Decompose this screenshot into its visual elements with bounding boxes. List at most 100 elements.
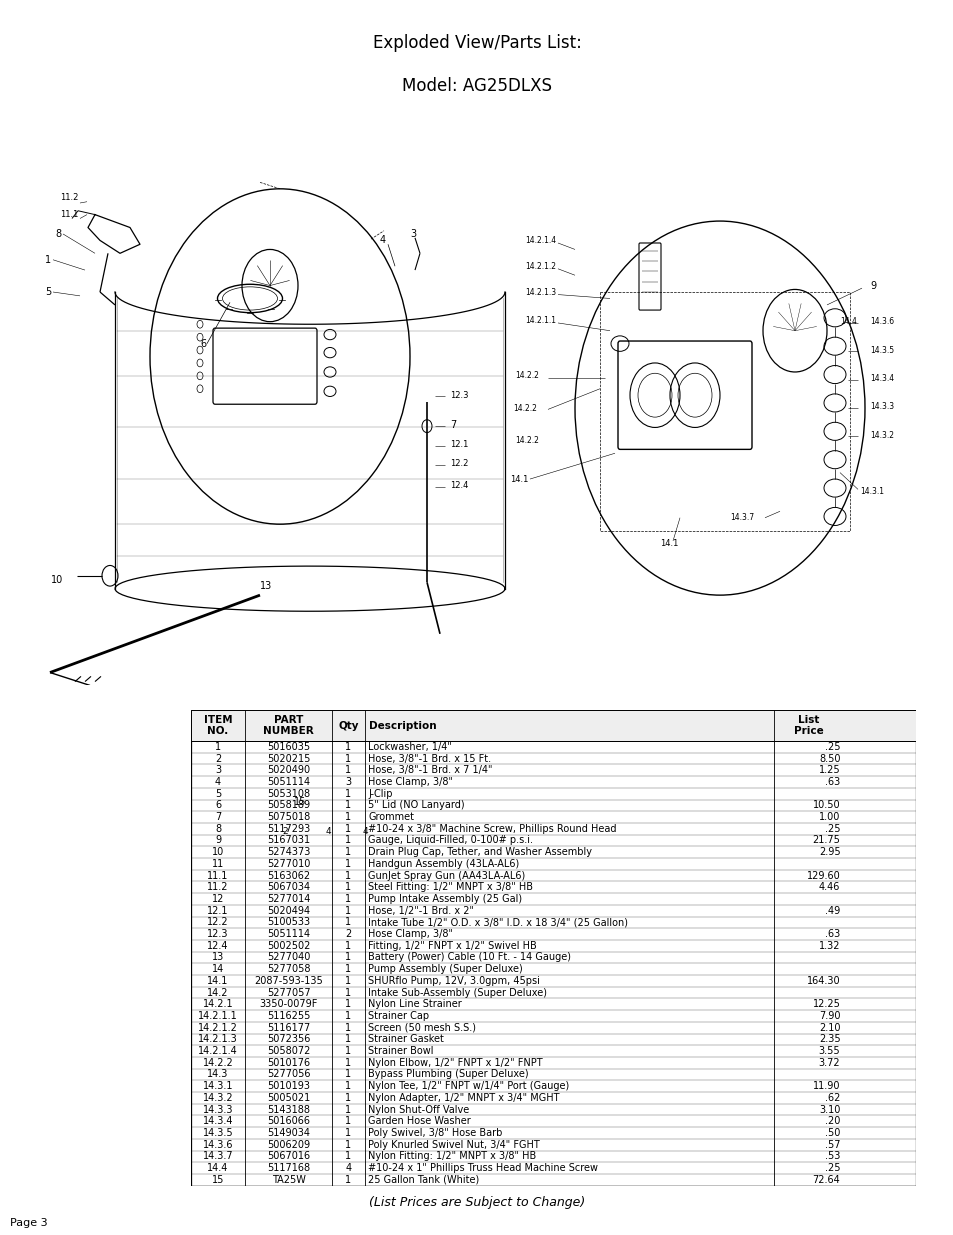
Text: Poly Knurled Swivel Nut, 3/4" FGHT: Poly Knurled Swivel Nut, 3/4" FGHT [368,1140,539,1150]
Text: Garden Hose Washer: Garden Hose Washer [368,1116,471,1126]
Text: 14.3.2: 14.3.2 [869,431,893,440]
Text: 1: 1 [345,1023,352,1032]
Text: 3: 3 [214,766,221,776]
Text: Lockwasher, 1/4": Lockwasher, 1/4" [368,742,452,752]
Text: 10: 10 [212,847,224,857]
Text: #10-24 x 1" Phillips Truss Head Machine Screw: #10-24 x 1" Phillips Truss Head Machine … [368,1163,598,1173]
Text: 11.1: 11.1 [60,210,78,219]
Text: Hose, 3/8"-1 Brd. x 7 1/4": Hose, 3/8"-1 Brd. x 7 1/4" [368,766,493,776]
Text: 1: 1 [345,894,352,904]
Text: Intake Sub-Assembly (Super Deluxe): Intake Sub-Assembly (Super Deluxe) [368,988,547,998]
Text: 1: 1 [345,835,352,846]
Text: 2: 2 [214,753,221,763]
Text: .25: .25 [824,824,840,834]
Text: Bypass Plumbing (Super Deluxe): Bypass Plumbing (Super Deluxe) [368,1070,529,1079]
Text: (List Prices are Subject to Change): (List Prices are Subject to Change) [369,1197,584,1209]
Text: Exploded View/Parts List:: Exploded View/Parts List: [373,33,580,52]
Text: Battery (Power) Cable (10 Ft. - 14 Gauge): Battery (Power) Cable (10 Ft. - 14 Gauge… [368,952,571,962]
Bar [599,291,849,531]
Text: 1: 1 [345,858,352,869]
Text: 14.3: 14.3 [207,1070,229,1079]
Text: 14: 14 [212,965,224,974]
Text: Nylon Fitting: 1/2" MNPT x 3/8" HB: Nylon Fitting: 1/2" MNPT x 3/8" HB [368,1151,537,1161]
Text: 5277014: 5277014 [267,894,310,904]
Text: 6: 6 [200,338,206,348]
Text: 12.25: 12.25 [812,999,840,1009]
Text: 1: 1 [345,905,352,915]
Text: 5067016: 5067016 [267,1151,310,1161]
Text: 1: 1 [345,941,352,951]
Text: Screen (50 mesh S.S.): Screen (50 mesh S.S.) [368,1023,476,1032]
Text: 1: 1 [345,847,352,857]
Text: #10-24 x 3/8" Machine Screw, Phillips Round Head: #10-24 x 3/8" Machine Screw, Phillips Ro… [368,824,617,834]
Text: 5: 5 [214,789,221,799]
Text: 5116177: 5116177 [267,1023,310,1032]
Text: 10: 10 [51,574,63,584]
Text: 2.10: 2.10 [818,1023,840,1032]
Text: 1: 1 [345,1128,352,1137]
Text: Qty: Qty [338,720,358,731]
Bar [191,710,915,741]
Text: Description: Description [369,720,436,731]
Text: 1.25: 1.25 [818,766,840,776]
Text: Intake Tube 1/2" O.D. x 3/8" I.D. x 18 3/4" (25 Gallon): Intake Tube 1/2" O.D. x 3/8" I.D. x 18 3… [368,918,628,927]
Text: 5051114: 5051114 [267,777,310,787]
Text: 14.3.6: 14.3.6 [869,317,893,326]
Text: ITEM
NO.: ITEM NO. [203,715,233,736]
Text: Nylon Adapter, 1/2" MNPT x 3/4" MGHT: Nylon Adapter, 1/2" MNPT x 3/4" MGHT [368,1093,559,1103]
Text: 14.3.3: 14.3.3 [869,403,893,411]
Text: 1: 1 [345,742,352,752]
Text: 2.35: 2.35 [818,1035,840,1045]
Text: 1: 1 [345,1140,352,1150]
Text: 5058072: 5058072 [267,1046,310,1056]
Text: 5117293: 5117293 [267,824,310,834]
Text: 14.4: 14.4 [840,317,856,326]
Text: Strainer Cap: Strainer Cap [368,1011,429,1021]
Text: 14.3.5: 14.3.5 [869,346,893,354]
Text: 3.55: 3.55 [818,1046,840,1056]
Text: Nylon Tee, 1/2" FNPT w/1/4" Port (Gauge): Nylon Tee, 1/2" FNPT w/1/4" Port (Gauge) [368,1081,569,1092]
Text: 14.2.2: 14.2.2 [515,436,538,445]
Text: Hose, 3/8"-1 Brd. x 15 Ft.: Hose, 3/8"-1 Brd. x 15 Ft. [368,753,491,763]
Text: 3350-0079F: 3350-0079F [259,999,317,1009]
Text: 14.2.1.4: 14.2.1.4 [198,1046,237,1056]
Text: 4: 4 [362,826,368,836]
Text: 5277056: 5277056 [267,1070,310,1079]
Text: 14.3.7: 14.3.7 [202,1151,233,1161]
Text: 14.3.2: 14.3.2 [202,1093,233,1103]
Text: .25: .25 [824,1163,840,1173]
Text: 14.4: 14.4 [207,1163,229,1173]
Text: 8: 8 [214,824,221,834]
Text: 1: 1 [345,1104,352,1114]
Text: Strainer Bowl: Strainer Bowl [368,1046,434,1056]
Text: Gauge, Liquid-Filled, 0-100# p.s.i.: Gauge, Liquid-Filled, 0-100# p.s.i. [368,835,533,846]
Text: .57: .57 [824,1140,840,1150]
Text: 5" Lid (NO Lanyard): 5" Lid (NO Lanyard) [368,800,464,810]
Text: 14.2.1.1: 14.2.1.1 [524,316,556,325]
Text: 21.75: 21.75 [812,835,840,846]
Text: 6: 6 [214,800,221,810]
Text: 4: 4 [214,777,221,787]
Text: 12.2: 12.2 [450,459,468,468]
Text: 1: 1 [345,766,352,776]
Text: 14.3.5: 14.3.5 [202,1128,233,1137]
Text: 5100533: 5100533 [267,918,310,927]
Text: Nylon Line Strainer: Nylon Line Strainer [368,999,461,1009]
Text: 1: 1 [345,988,352,998]
Text: 2: 2 [282,826,288,836]
Text: 1.32: 1.32 [818,941,840,951]
Text: 4: 4 [325,826,331,836]
Text: .63: .63 [824,929,840,939]
Text: Handgun Assembly (43LA-AL6): Handgun Assembly (43LA-AL6) [368,858,519,869]
Text: 14.3.3: 14.3.3 [203,1104,233,1114]
Text: 2.95: 2.95 [818,847,840,857]
Text: 1: 1 [345,813,352,823]
Text: 2087-593-135: 2087-593-135 [254,976,323,986]
Text: Grommet: Grommet [368,813,414,823]
Text: 14.1: 14.1 [659,538,678,548]
Text: 7: 7 [214,813,221,823]
Text: 14.2.1.4: 14.2.1.4 [524,236,556,245]
Text: 1: 1 [345,800,352,810]
Text: .50: .50 [824,1128,840,1137]
Text: 1: 1 [345,965,352,974]
